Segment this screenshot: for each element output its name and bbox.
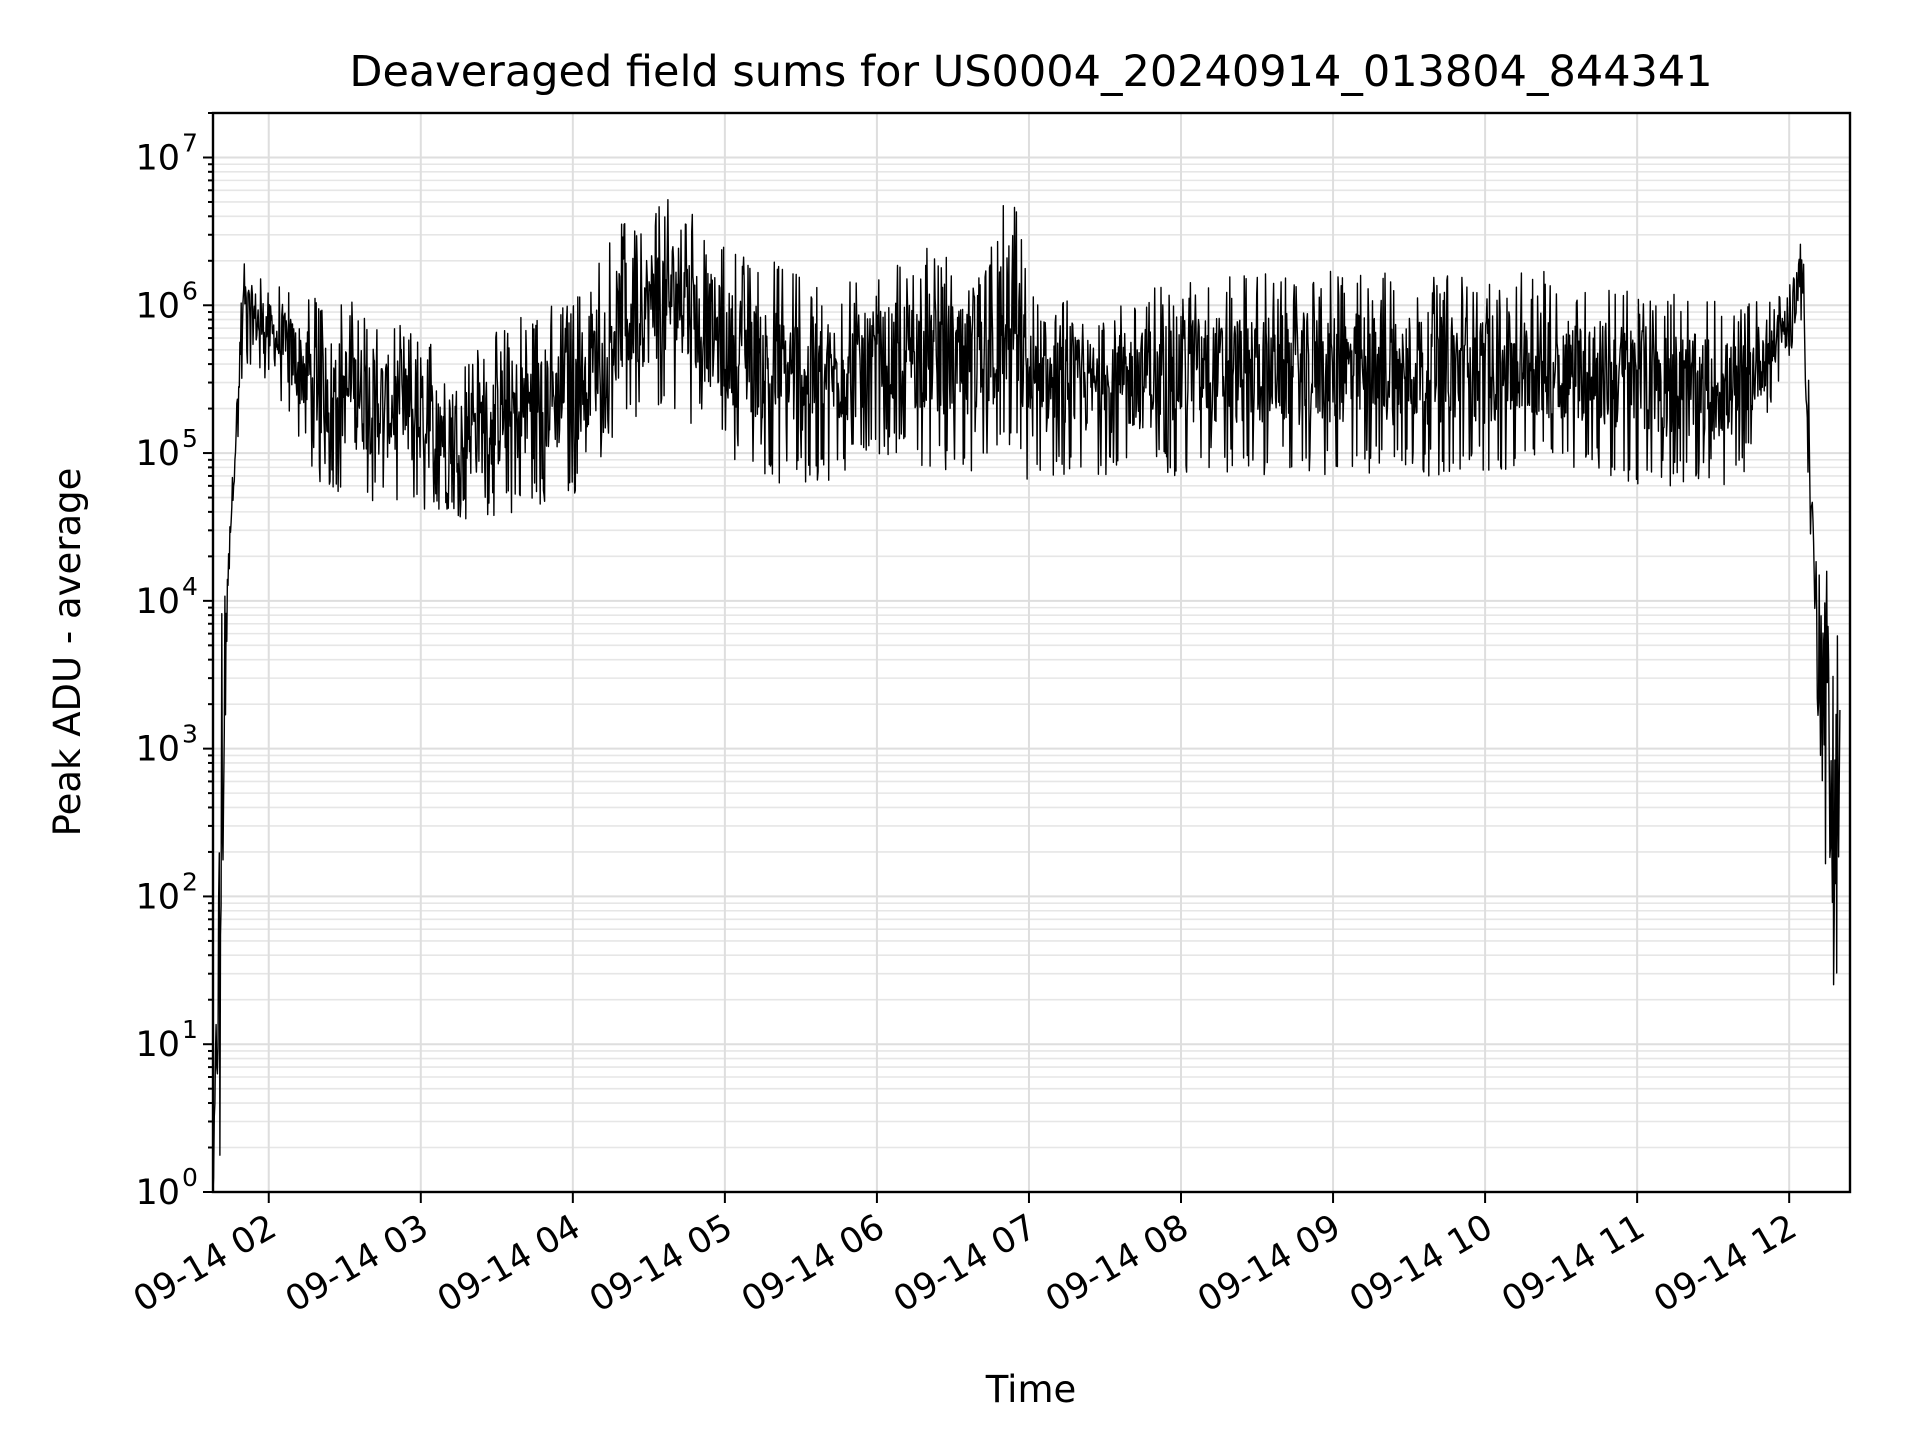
y-tick-label: 10	[135, 877, 180, 917]
y-tick-exponent: 1	[182, 1015, 198, 1044]
y-tick-label: 10	[135, 434, 180, 474]
x-tick-label: 09-14 02	[127, 1207, 283, 1320]
y-tick-exponent: 3	[182, 720, 198, 749]
y-tick-exponent: 6	[182, 276, 198, 305]
x-tick-label: 09-14 09	[1191, 1207, 1347, 1320]
x-tick-label: 09-14 05	[583, 1207, 739, 1320]
x-tick-label: 09-14 03	[279, 1207, 435, 1320]
y-tick-label: 10	[135, 286, 180, 326]
x-tick-label: 09-14 06	[735, 1207, 891, 1320]
plot-frame	[211, 111, 1852, 1194]
x-axis-label: Time	[985, 1368, 1077, 1411]
y-tick-exponent: 2	[182, 867, 198, 896]
series-layer	[212, 198, 1841, 1193]
x-tick-label: 09-14 07	[887, 1207, 1043, 1320]
y-tick-label: 10	[135, 1025, 180, 1065]
x-tick-label: 09-14 11	[1495, 1207, 1651, 1320]
y-tick-label: 10	[135, 138, 180, 178]
x-tick-label: 09-14 08	[1039, 1207, 1195, 1320]
y-tick-label: 10	[135, 730, 180, 770]
y-tick-label: 10	[135, 582, 180, 622]
y-tick-exponent: 7	[182, 128, 198, 157]
series-line	[212, 198, 1841, 1193]
y-tick-exponent: 0	[182, 1163, 198, 1192]
x-tick-label: 09-14 12	[1647, 1207, 1803, 1320]
y-tick-exponent: 4	[182, 572, 198, 601]
x-tick-label: 09-14 10	[1343, 1207, 1499, 1320]
grid	[213, 112, 1850, 1193]
x-tick-label: 09-14 04	[431, 1207, 587, 1320]
y-axis-label: Peak ADU - average	[46, 468, 89, 837]
y-tick-exponent: 5	[182, 424, 198, 453]
chart-title: Deaveraged field sums for US0004_2024091…	[349, 47, 1712, 97]
y-tick-label: 10	[135, 1173, 180, 1213]
